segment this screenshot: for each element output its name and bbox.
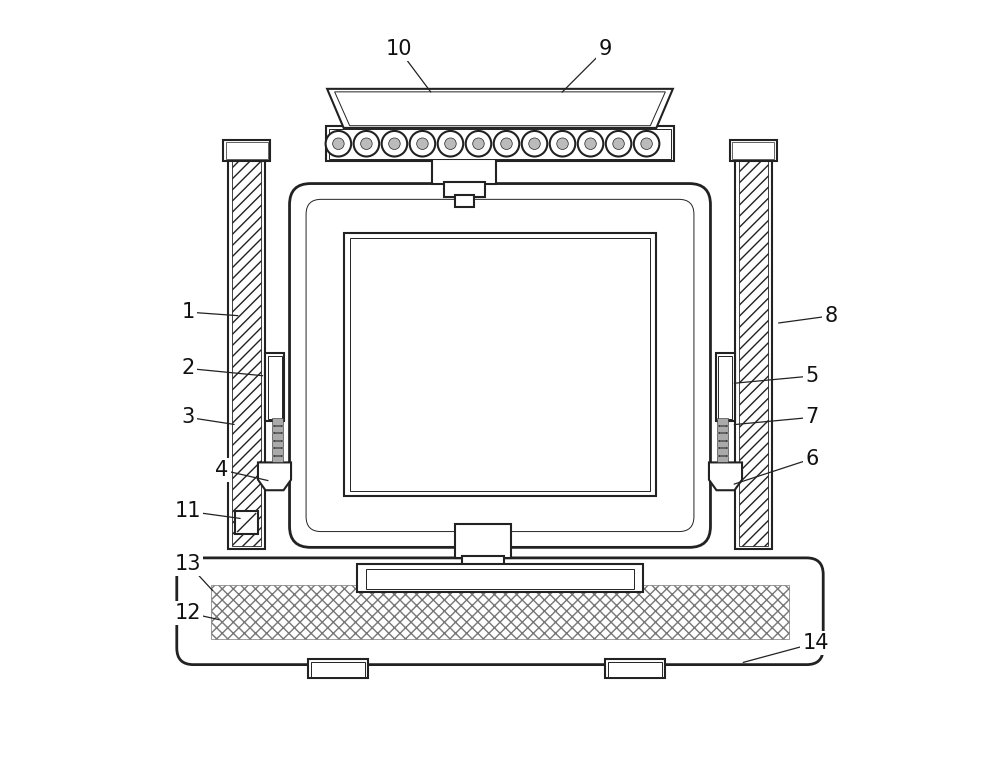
Bar bbox=[366, 569, 634, 589]
Circle shape bbox=[550, 131, 575, 156]
Circle shape bbox=[445, 138, 456, 150]
Circle shape bbox=[578, 131, 603, 156]
Text: 6: 6 bbox=[805, 449, 819, 469]
Bar bbox=[272, 426, 283, 433]
Bar bbox=[717, 440, 728, 447]
Text: 13: 13 bbox=[175, 554, 201, 574]
Bar bbox=[730, 140, 777, 161]
Circle shape bbox=[501, 138, 512, 150]
Circle shape bbox=[641, 138, 652, 150]
Bar bbox=[455, 524, 511, 558]
Text: 12: 12 bbox=[175, 603, 201, 623]
Bar bbox=[272, 448, 283, 455]
Bar bbox=[732, 142, 774, 159]
Polygon shape bbox=[258, 463, 291, 490]
Circle shape bbox=[333, 138, 344, 150]
Circle shape bbox=[326, 131, 351, 156]
Bar bbox=[718, 356, 732, 419]
Text: 10: 10 bbox=[385, 39, 412, 59]
Bar bbox=[357, 564, 643, 592]
Circle shape bbox=[613, 138, 624, 150]
Circle shape bbox=[466, 131, 491, 156]
Bar bbox=[326, 127, 674, 161]
Circle shape bbox=[354, 131, 379, 156]
Bar bbox=[268, 356, 282, 419]
Circle shape bbox=[473, 138, 484, 150]
Bar bbox=[717, 448, 728, 455]
Bar bbox=[272, 433, 283, 439]
Bar bbox=[311, 662, 365, 676]
FancyBboxPatch shape bbox=[290, 183, 710, 548]
Bar bbox=[717, 433, 728, 439]
Bar bbox=[272, 418, 283, 425]
Bar bbox=[739, 161, 768, 546]
Bar bbox=[226, 142, 268, 159]
Circle shape bbox=[494, 131, 519, 156]
Bar bbox=[455, 195, 474, 207]
Circle shape bbox=[522, 131, 547, 156]
Bar bbox=[235, 512, 258, 534]
Bar bbox=[719, 419, 726, 463]
Bar bbox=[350, 239, 650, 491]
Bar bbox=[274, 419, 281, 463]
Circle shape bbox=[634, 131, 659, 156]
Circle shape bbox=[410, 131, 435, 156]
Text: 9: 9 bbox=[599, 39, 612, 59]
Circle shape bbox=[361, 138, 372, 150]
Bar bbox=[211, 585, 789, 639]
Bar bbox=[223, 140, 270, 161]
Text: 14: 14 bbox=[802, 633, 829, 653]
Text: 7: 7 bbox=[805, 407, 819, 427]
Bar bbox=[717, 418, 728, 425]
Bar bbox=[605, 660, 665, 678]
Bar bbox=[432, 159, 496, 184]
Text: 2: 2 bbox=[181, 358, 195, 378]
Text: 1: 1 bbox=[181, 302, 195, 322]
Polygon shape bbox=[335, 92, 665, 126]
Text: 8: 8 bbox=[824, 306, 837, 326]
Polygon shape bbox=[709, 463, 742, 490]
Bar bbox=[444, 182, 485, 197]
Bar bbox=[308, 660, 368, 678]
Bar bbox=[329, 129, 671, 159]
Text: 5: 5 bbox=[805, 366, 819, 386]
Text: 3: 3 bbox=[181, 407, 195, 427]
Bar bbox=[344, 233, 656, 496]
Bar bbox=[462, 555, 504, 565]
Circle shape bbox=[557, 138, 568, 150]
Text: 4: 4 bbox=[215, 460, 229, 480]
Bar bbox=[232, 161, 261, 546]
Bar bbox=[735, 158, 772, 549]
Circle shape bbox=[417, 138, 428, 150]
Circle shape bbox=[438, 131, 463, 156]
Bar bbox=[265, 354, 284, 421]
Circle shape bbox=[585, 138, 596, 150]
Text: 11: 11 bbox=[175, 502, 201, 522]
FancyBboxPatch shape bbox=[306, 199, 694, 532]
Bar bbox=[717, 426, 728, 433]
FancyBboxPatch shape bbox=[177, 558, 823, 665]
Polygon shape bbox=[327, 89, 673, 128]
Circle shape bbox=[389, 138, 400, 150]
Bar bbox=[272, 456, 283, 463]
Bar bbox=[716, 354, 735, 421]
Bar bbox=[272, 440, 283, 447]
Bar bbox=[717, 456, 728, 463]
Bar bbox=[228, 158, 265, 549]
Circle shape bbox=[529, 138, 540, 150]
Bar bbox=[608, 662, 662, 676]
Circle shape bbox=[606, 131, 631, 156]
Circle shape bbox=[382, 131, 407, 156]
